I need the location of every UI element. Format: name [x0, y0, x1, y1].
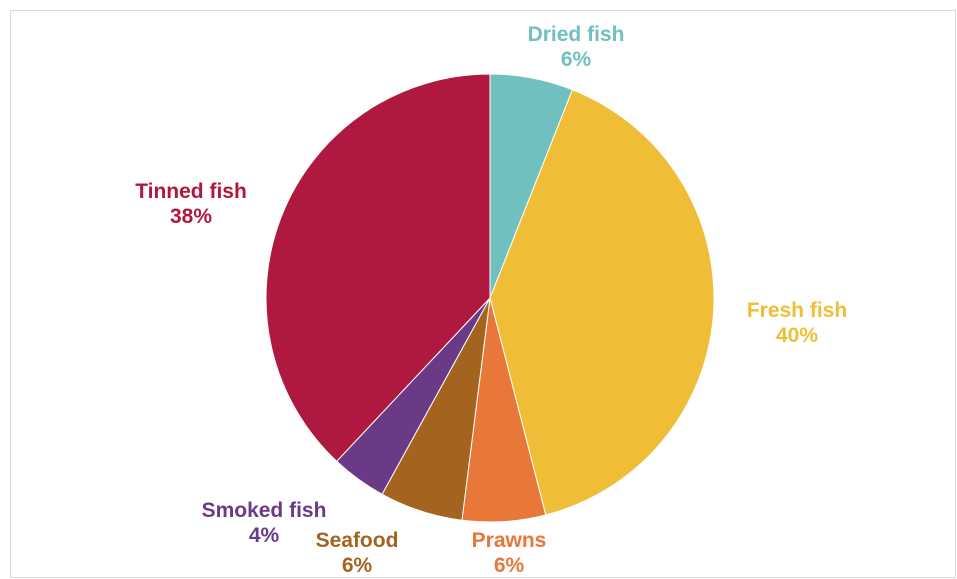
label-smoked-fish-percent: 4%: [248, 524, 280, 547]
label-prawns-percent: 6%: [493, 554, 525, 577]
label-tinned-fish: Tinned fish 38%: [135, 179, 247, 229]
label-seafood-name: Seafood: [315, 529, 399, 552]
slice-fresh-fish: [489, 89, 715, 516]
label-fresh-fish: Fresh fish 40%: [747, 298, 847, 348]
label-prawns-name: Prawns: [471, 529, 547, 552]
label-dried-fish-percent: 6%: [560, 48, 592, 71]
label-prawns: Prawns 6%: [472, 528, 547, 578]
slice-tinned-fish: [265, 73, 491, 462]
label-tinned-fish-percent: 38%: [169, 205, 213, 228]
label-dried-fish: Dried fish 6%: [528, 22, 625, 72]
label-seafood-percent: 6%: [341, 554, 373, 577]
label-dried-fish-name: Dried fish: [527, 23, 625, 46]
pie-chart: [265, 73, 715, 523]
label-fresh-fish-name: Fresh fish: [746, 299, 848, 322]
label-smoked-fish: Smoked fish 4%: [202, 498, 327, 548]
label-smoked-fish-name: Smoked fish: [201, 499, 327, 522]
label-tinned-fish-name: Tinned fish: [135, 180, 247, 203]
chart-frame: Dried fish 6% Fresh fish 40% Prawns 6% S…: [10, 10, 956, 578]
label-fresh-fish-percent: 40%: [775, 324, 819, 347]
label-seafood: Seafood 6%: [316, 528, 399, 578]
